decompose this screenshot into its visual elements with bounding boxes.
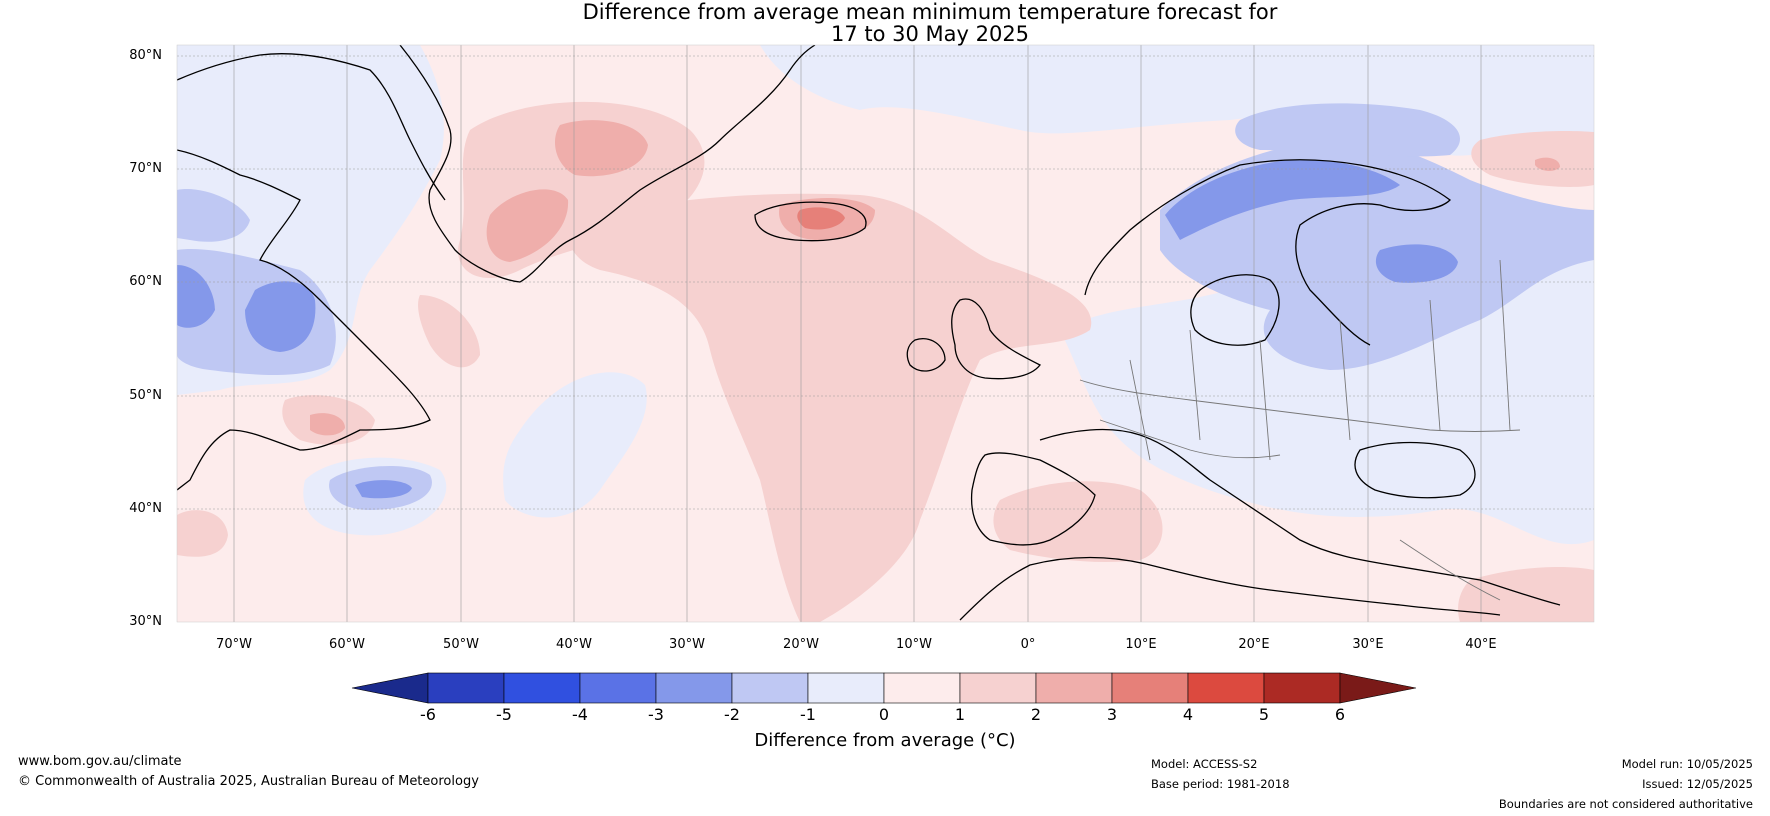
lon-label-30w: 30°W [669,637,705,652]
lat-label-60n: 60°N [129,274,162,289]
anomaly-region-baffin [177,189,250,242]
british-isles-coast [906,298,1041,380]
colorbar-segment [1111,672,1189,704]
canada-coast [177,149,431,491]
lon-label-30e: 30°E [1352,637,1384,652]
colorbar-tick-label: -4 [572,705,588,724]
lon-label-40w: 40°W [556,637,592,652]
colorbar-tick-label: -2 [724,705,740,724]
colorbar-tick-label: 3 [1106,705,1118,724]
black-sea-coast [1354,441,1476,499]
colorbar-tick-label: 5 [1258,705,1270,724]
anomaly-region-central-atlantic [569,193,1092,622]
footer-disclaimer: Boundaries are not considered authoritat… [1498,797,1753,811]
longitude-gridlines [233,45,1482,622]
anomaly-region-russia-core [1375,244,1458,283]
lon-label-60w: 60°W [329,637,365,652]
footer-copyright: © Commonwealth of Australia 2025, Austra… [18,774,479,789]
footer-url[interactable]: www.bom.gov.au/climate [18,754,182,769]
colorbar-segment [731,672,809,704]
colorbar-tick-label: -6 [420,705,436,724]
colorbar-segment [959,672,1037,704]
country-borders [1079,259,1521,601]
lon-label-10e: 10°E [1125,637,1157,652]
map-title-line-1: Difference from average mean minimum tem… [582,0,1278,24]
anomaly-region-us-coast [177,510,228,557]
footer-model: Model: ACCESS-S2 [1151,757,1258,771]
anomaly-region-greenland-core [486,120,648,263]
lon-label-40e: 40°E [1465,637,1497,652]
lon-label-70w: 70°W [216,637,252,652]
colorbar-segment [1035,672,1113,704]
anomaly-region-barents [1235,103,1460,157]
greenland-coast [399,45,816,283]
lat-label-70n: 70°N [129,161,162,176]
colorbar-tick-label: 4 [1182,705,1194,724]
lon-label-50w: 50°W [443,637,479,652]
baffin-coast [177,53,446,201]
colorbar [351,672,1417,704]
colorbar-segment [655,672,733,704]
map-title-line-2: 17 to 30 May 2025 [830,22,1030,46]
anomaly-region-nova-scotia-core [355,480,412,499]
lat-label-50n: 50°N [129,388,162,403]
africa-coast [959,556,1501,621]
mediterranean-coast [1039,428,1561,606]
norway-coast [1084,159,1451,346]
anomaly-region-russia-warm [1535,157,1560,171]
colorbar-tick-label: -5 [496,705,512,724]
iceland-coast [754,201,867,242]
iberia-coast [970,452,1096,546]
anomaly-region-mid-atlantic [418,295,480,368]
lon-label-20e: 20°E [1238,637,1270,652]
colorbar-extend-low [351,672,429,704]
lon-label-0: 0° [1020,637,1036,652]
colorbar-segment [427,672,505,704]
colorbar-tick-label: -1 [800,705,816,724]
lon-label-10w: 10°W [896,637,932,652]
map-area [177,45,1594,622]
anomaly-region-nw-russia [1471,130,1594,187]
footer-issued: Issued: 12/05/2025 [1642,777,1753,791]
colorbar-title: Difference from average (°C) [754,730,1016,751]
anomaly-region-iceland-core [797,207,845,230]
colorbar-tick-label: 0 [878,705,890,724]
lat-label-30n: 30°N [129,614,162,629]
colorbar-tick-label: -3 [648,705,664,724]
anomaly-region-labrador-core [177,265,316,352]
anomaly-region-norway-core [1165,159,1400,240]
anomaly-region-newfoundland-core [310,413,345,436]
footer-model-run: Model run: 10/05/2025 [1621,757,1753,771]
lat-label-80n: 80°N [129,48,162,63]
colorbar-extend-high [1339,672,1417,704]
colorbar-tick-label: 2 [1030,705,1042,724]
colorbar-tick-label: 6 [1334,705,1346,724]
colorbar-tick-label: 1 [954,705,966,724]
baltic-coast [1190,274,1280,346]
colorbar-segment [579,672,657,704]
colorbar-segment [1187,672,1265,704]
coastlines [177,45,1561,621]
colorbar-segment [1263,672,1341,704]
colorbar-segment [883,672,961,704]
lat-label-40n: 40°N [129,501,162,516]
anomaly-region-atlantic [503,372,647,518]
colorbar-segment [807,672,885,704]
colorbar-segment [503,672,581,704]
footer-base-period: Base period: 1981-2018 [1151,777,1290,791]
lon-label-20w: 20°W [783,637,819,652]
